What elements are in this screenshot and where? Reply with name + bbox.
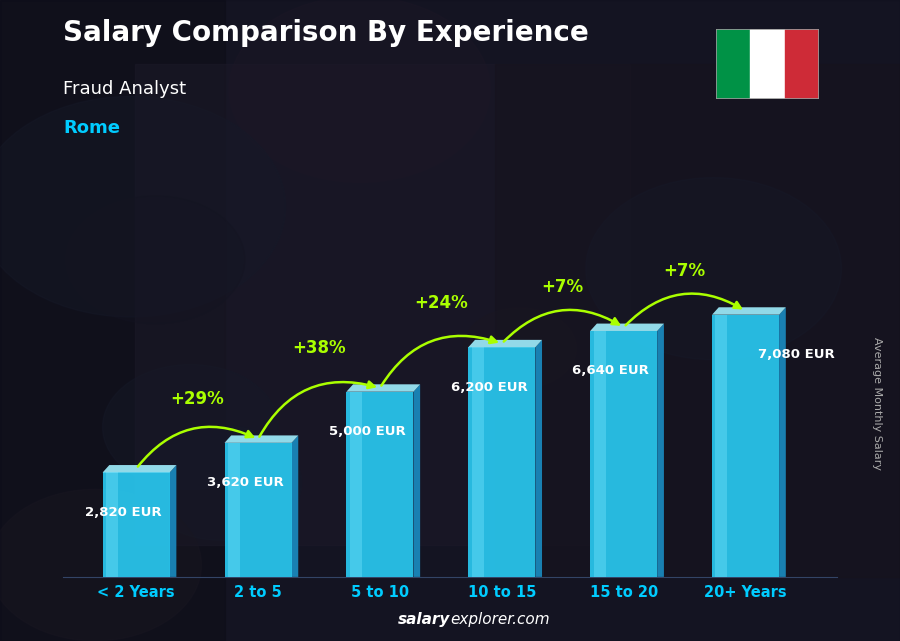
Polygon shape [224, 443, 292, 577]
Text: +24%: +24% [414, 294, 468, 312]
Polygon shape [716, 315, 727, 577]
Circle shape [140, 426, 302, 540]
Text: 7,080 EUR: 7,080 EUR [758, 348, 834, 361]
Text: Rome: Rome [63, 119, 120, 137]
Polygon shape [712, 315, 779, 577]
Polygon shape [590, 324, 664, 331]
Text: explorer.com: explorer.com [450, 612, 550, 628]
Polygon shape [593, 331, 606, 577]
Bar [785, 29, 819, 99]
Circle shape [0, 489, 202, 641]
Polygon shape [472, 347, 483, 577]
Circle shape [463, 308, 576, 388]
Text: +7%: +7% [542, 278, 584, 296]
Text: Salary Comparison By Experience: Salary Comparison By Experience [63, 19, 589, 47]
Text: 3,620 EUR: 3,620 EUR [207, 476, 284, 489]
Polygon shape [103, 472, 170, 577]
Text: Fraud Analyst: Fraud Analyst [63, 80, 186, 98]
Bar [0, 0, 225, 641]
Polygon shape [468, 347, 536, 577]
Bar [495, 64, 900, 577]
Polygon shape [170, 465, 176, 577]
Circle shape [0, 96, 285, 317]
Polygon shape [590, 331, 657, 577]
Polygon shape [346, 385, 420, 392]
Bar [716, 29, 750, 99]
Polygon shape [103, 465, 176, 472]
Polygon shape [292, 435, 298, 577]
Circle shape [66, 196, 245, 324]
Text: 6,200 EUR: 6,200 EUR [451, 381, 527, 394]
Text: +7%: +7% [663, 262, 706, 279]
Text: +29%: +29% [170, 390, 224, 408]
Text: 2,820 EUR: 2,820 EUR [85, 506, 162, 519]
Polygon shape [350, 392, 362, 577]
Polygon shape [346, 392, 413, 577]
Circle shape [229, 0, 490, 183]
Polygon shape [224, 435, 298, 443]
Polygon shape [106, 472, 118, 577]
Polygon shape [468, 340, 542, 347]
Polygon shape [413, 385, 420, 577]
Text: +38%: +38% [292, 338, 346, 357]
Polygon shape [779, 307, 786, 577]
Polygon shape [712, 307, 786, 315]
Text: salary: salary [398, 612, 450, 628]
Text: 5,000 EUR: 5,000 EUR [328, 425, 406, 438]
Bar [135, 64, 630, 545]
Bar [750, 29, 785, 99]
Text: Average Monthly Salary: Average Monthly Salary [872, 337, 883, 470]
Circle shape [103, 365, 278, 490]
Polygon shape [536, 340, 542, 577]
Circle shape [586, 178, 842, 360]
Polygon shape [228, 443, 240, 577]
Polygon shape [657, 324, 664, 577]
Text: 6,640 EUR: 6,640 EUR [572, 364, 650, 378]
